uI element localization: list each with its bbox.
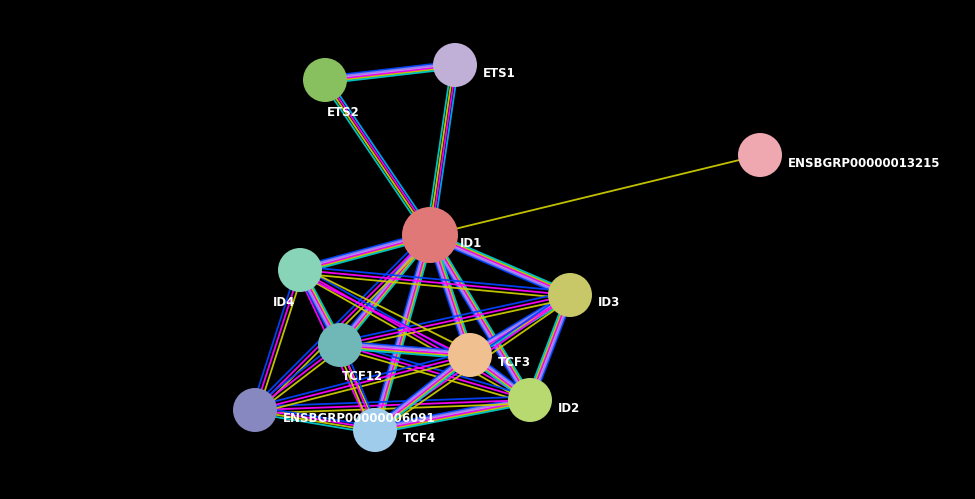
Text: ENSBGRP00000013215: ENSBGRP00000013215 xyxy=(788,157,941,170)
Text: ID3: ID3 xyxy=(598,296,620,309)
Text: ID1: ID1 xyxy=(460,237,483,250)
Text: ENSBGRP00000006091: ENSBGRP00000006091 xyxy=(283,412,436,425)
Text: ID2: ID2 xyxy=(558,402,580,415)
Text: TCF4: TCF4 xyxy=(403,432,436,445)
Circle shape xyxy=(738,133,782,177)
Circle shape xyxy=(402,207,458,263)
Circle shape xyxy=(303,58,347,102)
Circle shape xyxy=(278,248,322,292)
Circle shape xyxy=(448,333,492,377)
Text: TCF3: TCF3 xyxy=(498,356,531,369)
Circle shape xyxy=(353,408,397,452)
Circle shape xyxy=(318,323,362,367)
Circle shape xyxy=(548,273,592,317)
Text: ID4: ID4 xyxy=(273,295,295,308)
Circle shape xyxy=(508,378,552,422)
Text: ETS2: ETS2 xyxy=(327,105,360,118)
Text: TCF12: TCF12 xyxy=(342,370,383,384)
Circle shape xyxy=(233,388,277,432)
Text: ETS1: ETS1 xyxy=(483,66,516,79)
Circle shape xyxy=(433,43,477,87)
